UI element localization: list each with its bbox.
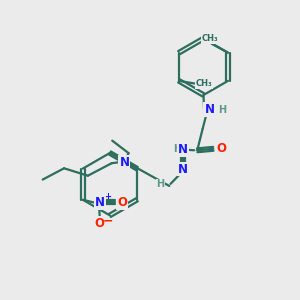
- Text: −: −: [102, 215, 113, 228]
- Text: N: N: [95, 196, 105, 209]
- Text: O: O: [117, 196, 128, 209]
- Text: N: N: [178, 163, 188, 176]
- Text: O: O: [95, 217, 105, 230]
- Text: N: N: [119, 156, 129, 169]
- Text: N: N: [204, 103, 214, 116]
- Text: H: H: [218, 105, 226, 115]
- Text: +: +: [104, 192, 111, 201]
- Text: O: O: [217, 142, 226, 155]
- Text: H: H: [173, 144, 181, 154]
- Text: N: N: [178, 142, 188, 156]
- Text: H: H: [156, 179, 164, 190]
- Text: CH₃: CH₃: [196, 80, 213, 88]
- Text: CH₃: CH₃: [202, 34, 218, 43]
